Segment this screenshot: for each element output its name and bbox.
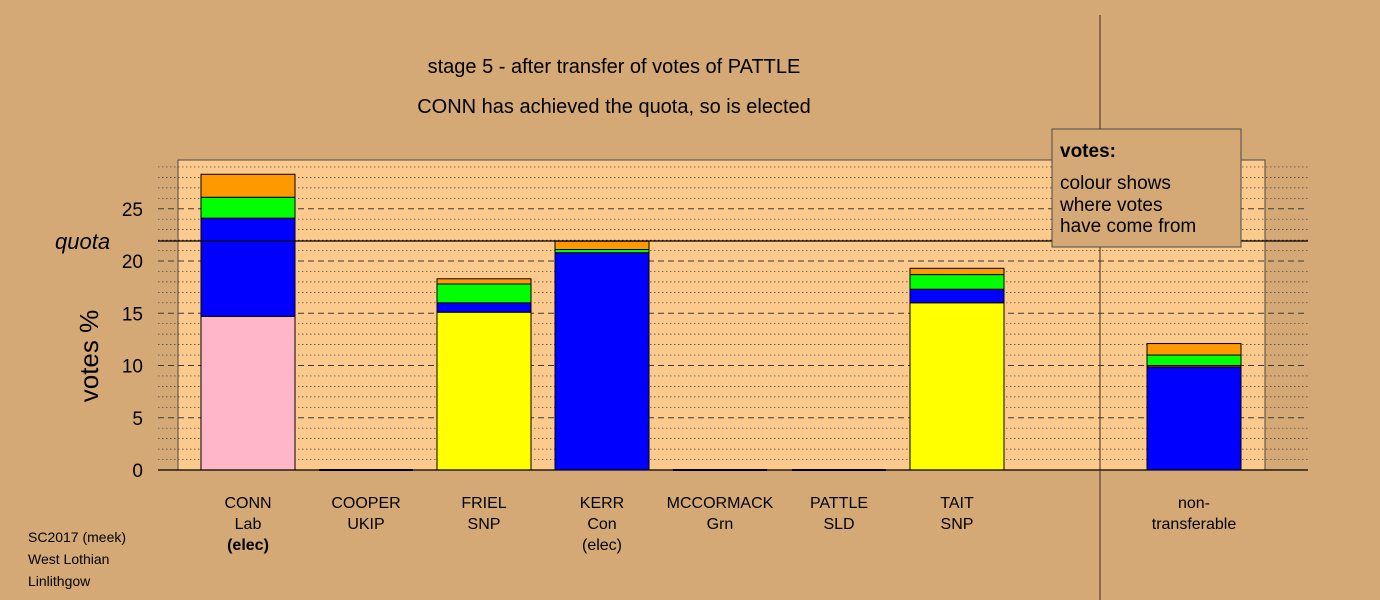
bar-segment-con	[1146, 367, 1242, 471]
candidate-party-label: UKIP	[347, 516, 384, 533]
candidate-party-label: Con	[587, 516, 616, 533]
chart-title: stage 5 - after transfer of votes of PAT…	[428, 56, 801, 78]
bar-segment-lab	[200, 315, 296, 471]
bar-segment-con	[200, 217, 296, 317]
y-tick-label: 25	[122, 200, 143, 221]
legend-line: colour shows	[1060, 173, 1171, 194]
legend-line: where votes	[1059, 195, 1162, 216]
legend-line: have come from	[1060, 216, 1196, 237]
y-tick-label: 0	[132, 461, 143, 482]
candidate-party-label: Grn	[707, 516, 734, 533]
y-tick-label: 15	[122, 304, 143, 325]
footer-line: West Lothian	[28, 551, 109, 567]
bar-segment-sld	[436, 278, 532, 285]
bar-segment-sld	[554, 240, 650, 251]
y-tick-label: 20	[122, 252, 143, 273]
candidate-name-label: PATTLE	[810, 495, 868, 512]
candidate-name-label: FRIEL	[461, 495, 506, 512]
bar-segment-grn	[1146, 354, 1242, 366]
footer-line: SC2017 (meek)	[28, 529, 126, 545]
bar-segment-sld	[909, 267, 1005, 276]
candidate-name-label: MCCORMACK	[667, 495, 774, 512]
y-tick-label: 5	[132, 409, 143, 430]
quota-label: quota	[55, 229, 110, 254]
bar-segment-snp	[909, 302, 1005, 471]
nontransferable-label: non-	[1178, 495, 1210, 512]
legend-box	[1051, 128, 1242, 248]
y-axis-ticks: 0 5 10 15 20 25	[122, 200, 143, 482]
candidate-name-label: CONN	[224, 495, 271, 512]
bar-segment-snp	[436, 311, 532, 471]
nontransferable-label: transferable	[1152, 516, 1237, 533]
y-axis-label: votes %	[74, 310, 104, 403]
candidate-labels: CONN Lab (elec) COOPER UKIP FRIEL SNP KERR Con (e…	[224, 495, 1236, 554]
candidate-party-label: Lab	[235, 516, 262, 533]
footer-line: Linlithgow	[28, 573, 91, 589]
bar-segment-con	[554, 252, 650, 471]
candidate-name-label: COOPER	[331, 495, 400, 512]
bar-segment-grn	[200, 196, 296, 219]
bar-segment-grn	[436, 283, 532, 304]
legend-title: votes:	[1060, 141, 1116, 162]
legend: votes: colour shows where votes have com…	[1051, 128, 1242, 248]
bar-segment-con	[909, 288, 1005, 304]
y-tick-label: 10	[122, 357, 143, 378]
candidate-party-label: SLD	[823, 516, 854, 533]
candidate-name-label: KERR	[580, 495, 624, 512]
footer-info: SC2017 (meek) West Lothian Linlithgow	[28, 529, 126, 589]
bar-segment-con	[436, 302, 532, 313]
candidate-party-label: SNP	[468, 516, 501, 533]
bar-segment-sld	[1146, 343, 1242, 356]
bar-segment-sld	[200, 173, 296, 198]
bar-segment-grn	[909, 274, 1005, 290]
candidate-status-label: (elec)	[582, 537, 622, 554]
candidate-name-label: TAIT	[940, 495, 974, 512]
candidate-status-label: (elec)	[227, 537, 269, 554]
candidate-party-label: SNP	[941, 516, 974, 533]
chart-subtitle: CONN has achieved the quota, so is elect…	[417, 96, 811, 118]
grid-lines	[158, 166, 1308, 460]
